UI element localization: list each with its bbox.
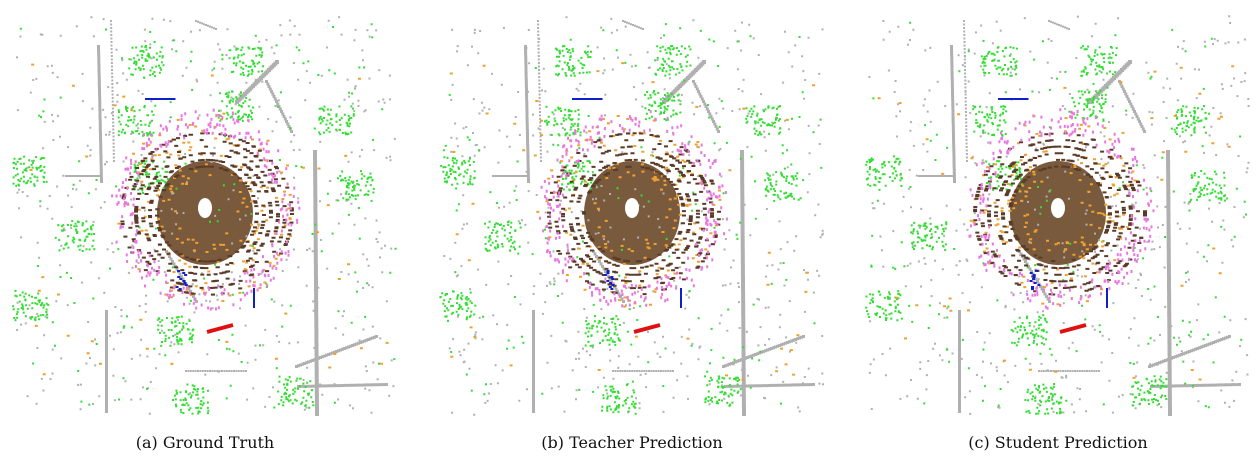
- ego-vehicle: [625, 198, 639, 218]
- point-cloud: [12, 16, 397, 416]
- point-cloud: [865, 15, 1249, 416]
- ego-vehicle: [198, 198, 212, 218]
- caption: (b) Teacher Prediction: [541, 433, 722, 452]
- ego-vehicle: [1051, 198, 1065, 218]
- point-cloud: [439, 16, 824, 416]
- caption: (c) Student Prediction: [968, 433, 1147, 452]
- red-segment: [1060, 325, 1086, 332]
- red-segment: [207, 325, 233, 332]
- figure: (a) Ground Truth (b) Teacher Prediction …: [0, 0, 1257, 459]
- caption: (a) Ground Truth: [136, 433, 274, 452]
- page: (a) Ground Truth (b) Teacher Prediction …: [0, 0, 1257, 459]
- panels: [12, 15, 1250, 416]
